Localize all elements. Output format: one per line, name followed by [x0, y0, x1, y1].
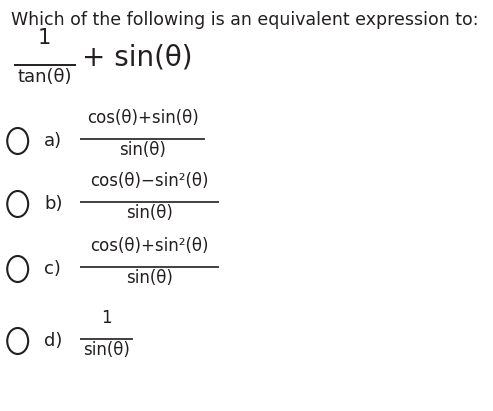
- Text: tan(θ): tan(θ): [17, 68, 71, 86]
- Text: Which of the following is an equivalent expression to:: Which of the following is an equivalent …: [11, 11, 479, 29]
- Text: 1: 1: [37, 28, 51, 48]
- Text: cos(θ)+sin(θ): cos(θ)+sin(θ): [87, 109, 199, 127]
- Text: b): b): [44, 195, 63, 213]
- Text: d): d): [44, 332, 63, 350]
- Text: sin(θ): sin(θ): [126, 269, 173, 287]
- Text: sin(θ): sin(θ): [119, 141, 166, 159]
- Text: sin(θ): sin(θ): [126, 204, 173, 222]
- Text: + sin(θ): + sin(θ): [82, 43, 193, 71]
- Text: cos(θ)+sin²(θ): cos(θ)+sin²(θ): [90, 237, 209, 255]
- Text: a): a): [44, 132, 63, 150]
- Text: 1: 1: [102, 309, 112, 327]
- Text: c): c): [44, 260, 61, 278]
- Text: sin(θ): sin(θ): [83, 341, 130, 359]
- Text: cos(θ)−sin²(θ): cos(θ)−sin²(θ): [90, 172, 209, 190]
